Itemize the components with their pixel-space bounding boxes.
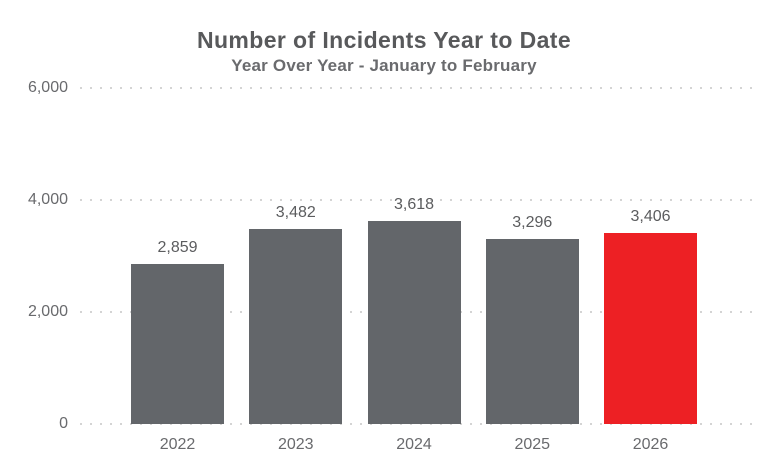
bar-2025: 3,296 2025 [485,215,579,453]
x-axis-label-2024: 2024 [396,436,432,453]
bar-series: 2,859 2022 3,482 2023 3,618 2024 3,296 2025 3,40… [131,88,697,453]
x-axis-label-2023: 2023 [277,436,314,453]
bar-value-label: 2,859 [157,238,198,256]
x-axis-label-2026: 2026 [632,436,669,453]
y-axis: 6,000 4,000 2,000 0 [0,79,68,432]
bar-2023: 3,482 2023 [249,205,343,453]
bar-value-label: 3,618 [393,196,435,214]
gridline-4,000 [80,199,757,201]
bar-2024: 3,618 2024 [367,197,461,453]
bar-value-label: 3,406 [630,208,671,226]
gridline-6,000 [80,87,757,89]
gridline-0 [80,423,757,425]
x-axis-label-2025: 2025 [514,436,551,453]
chart-title: Number of Incidents Year to Date [196,27,572,53]
y-axis-tick-label: 2,000 [27,303,68,320]
y-axis-tick-label: 4,000 [27,191,68,208]
bar-2026: 3,406 2026 [604,209,697,453]
plot-area: 2,859 2022 3,482 2023 3,618 2024 3,296 2025 3,40… [80,87,757,453]
x-axis-label-2022: 2022 [159,436,196,453]
y-axis-tick-label: 6,000 [27,79,68,96]
bar-value-label: 3,482 [275,204,316,222]
bar-value-label: 3,296 [512,214,553,232]
bar-2022: 2,859 2022 [131,239,224,453]
y-axis-tick-label: 0 [59,415,68,432]
chart-subtitle: Year Over Year - January to February [231,56,537,75]
